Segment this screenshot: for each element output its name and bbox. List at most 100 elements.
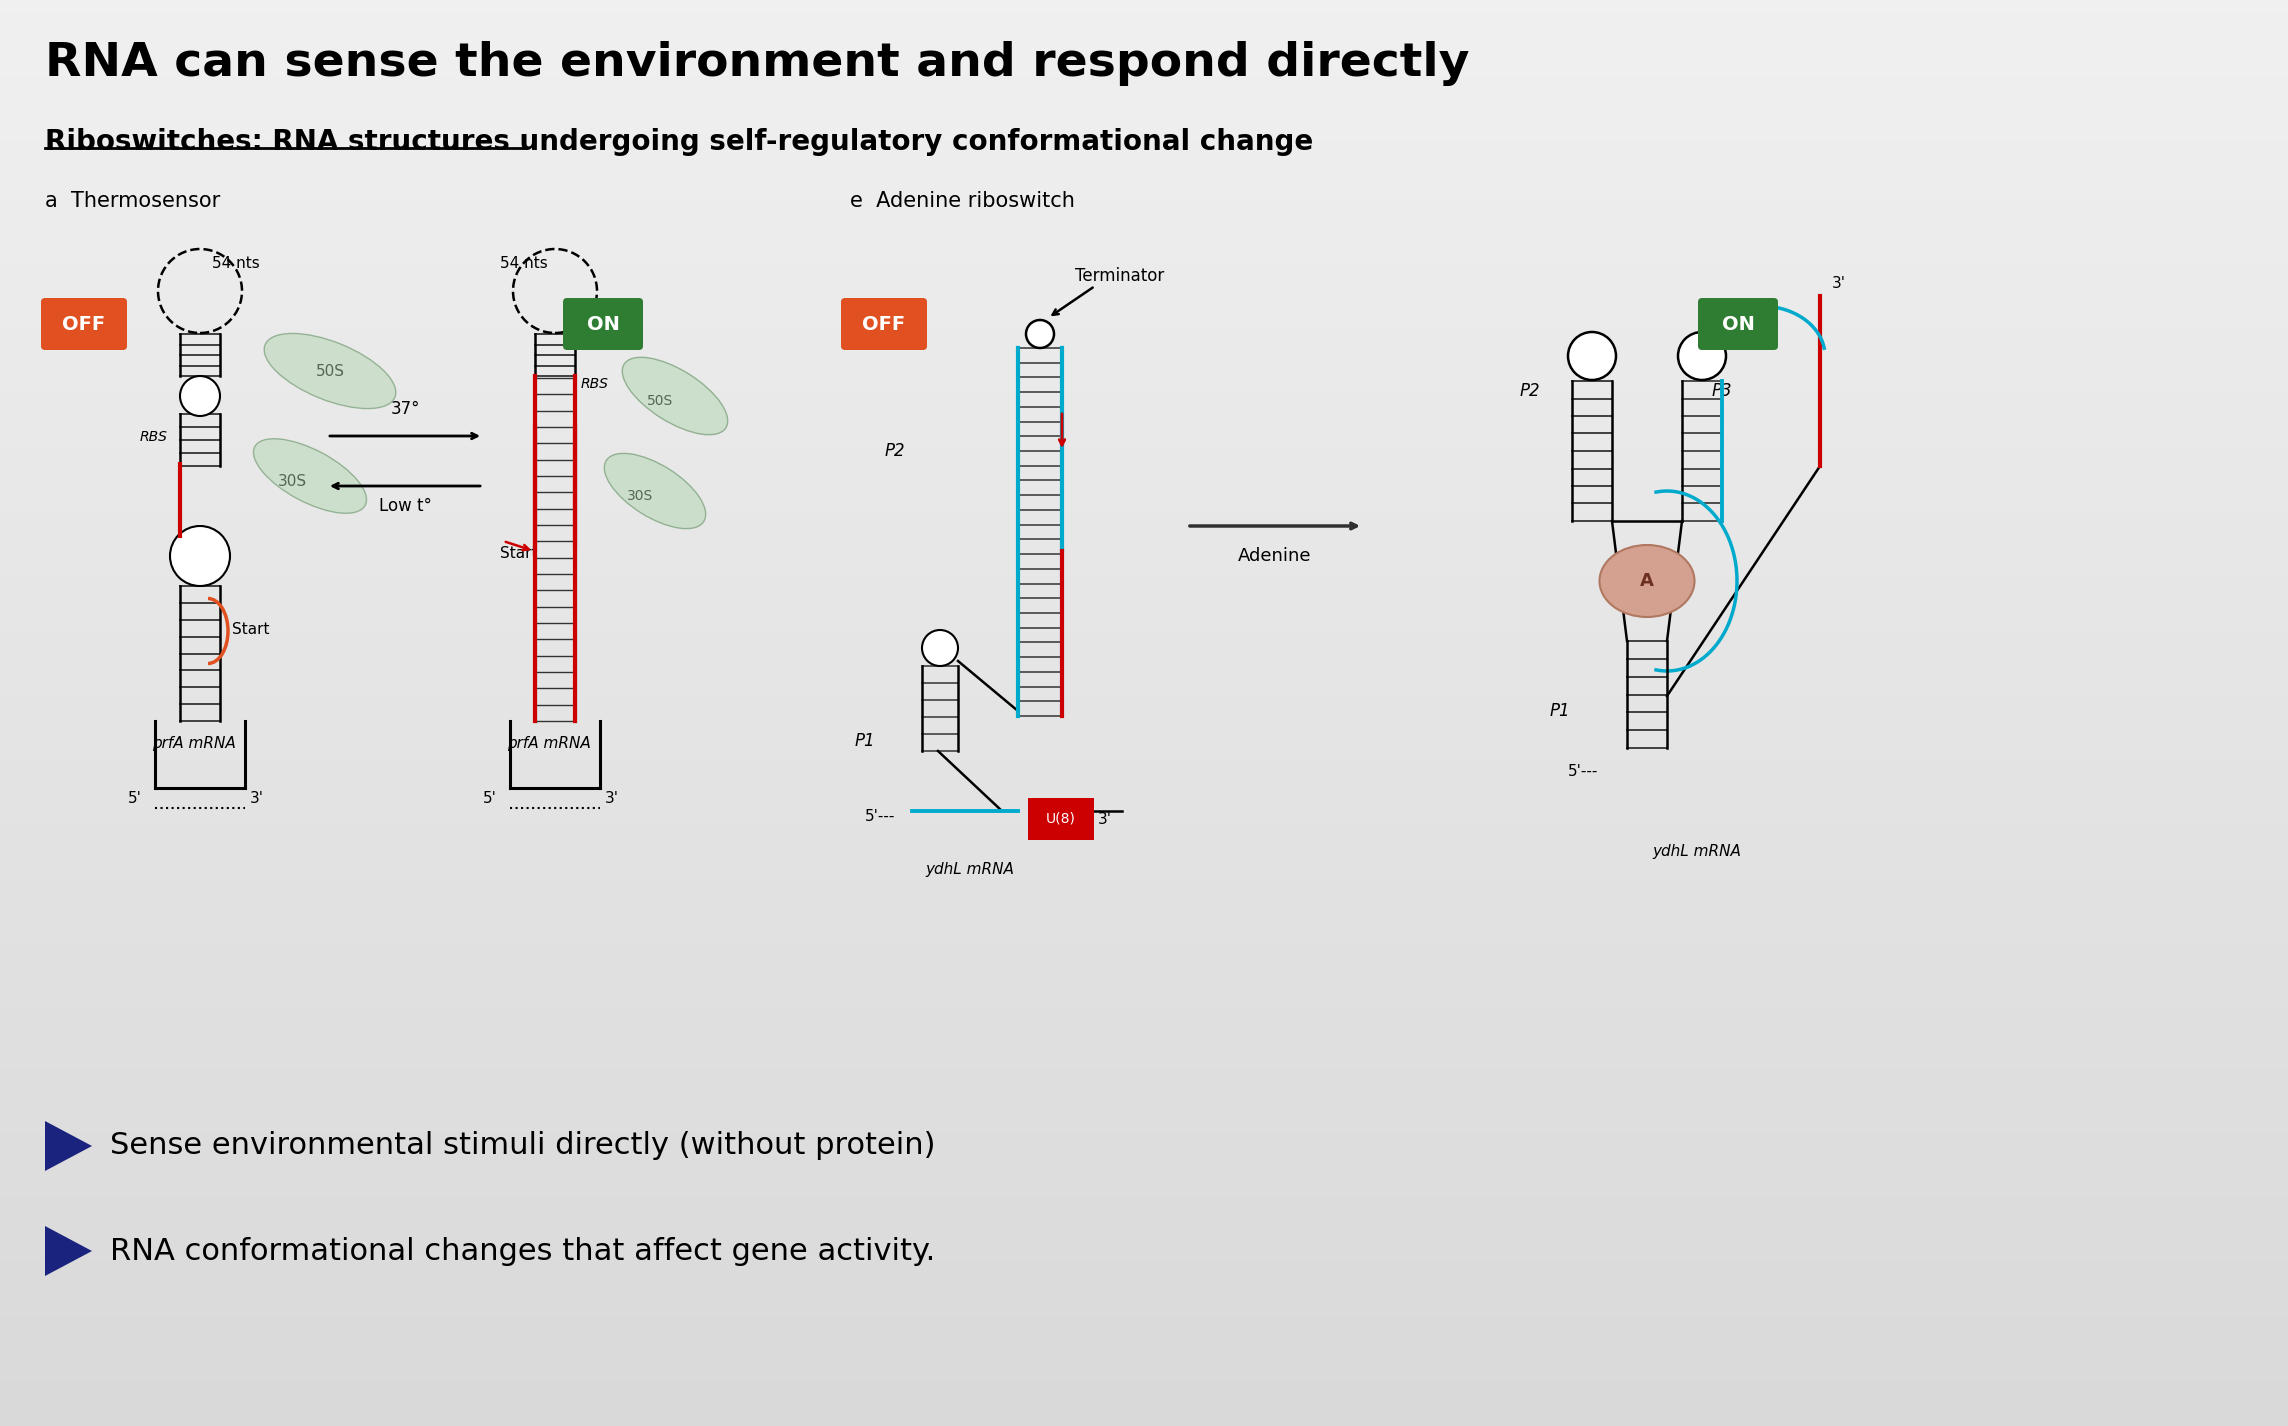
Bar xyxy=(0,1225,2288,1233)
Bar xyxy=(0,305,2288,314)
Bar xyxy=(0,519,2288,528)
Circle shape xyxy=(1567,332,1615,379)
Bar xyxy=(0,1139,2288,1148)
Circle shape xyxy=(1677,332,1725,379)
Bar xyxy=(0,398,2288,406)
Bar xyxy=(0,384,2288,392)
Bar xyxy=(0,27,2288,36)
Bar xyxy=(0,605,2288,613)
Bar xyxy=(0,48,2288,57)
Bar xyxy=(0,84,2288,93)
Bar xyxy=(0,34,2288,43)
Bar xyxy=(0,1410,2288,1419)
Text: Terminator: Terminator xyxy=(1075,267,1165,285)
Bar xyxy=(0,1075,2288,1084)
Ellipse shape xyxy=(604,453,705,529)
Text: 50S: 50S xyxy=(316,364,345,378)
Bar xyxy=(0,369,2288,378)
Bar xyxy=(0,1047,2288,1055)
Bar xyxy=(0,626,2288,635)
Text: RNA conformational changes that affect gene activity.: RNA conformational changes that affect g… xyxy=(110,1236,936,1265)
Bar xyxy=(0,904,2288,913)
Bar xyxy=(0,1004,2288,1012)
Bar xyxy=(0,177,2288,185)
Bar xyxy=(0,205,2288,214)
Bar xyxy=(0,127,2288,135)
Bar xyxy=(0,833,2288,841)
Bar xyxy=(0,341,2288,349)
Text: ON: ON xyxy=(1721,315,1755,334)
Text: U(8): U(8) xyxy=(1732,305,1762,319)
Bar xyxy=(0,1239,2288,1248)
Bar xyxy=(0,334,2288,342)
Bar xyxy=(0,797,2288,806)
Text: 3': 3' xyxy=(1098,811,1112,827)
Text: 3': 3' xyxy=(249,791,263,806)
Polygon shape xyxy=(46,1121,92,1171)
Bar xyxy=(0,120,2288,128)
Bar xyxy=(0,434,2288,442)
Bar xyxy=(0,555,2288,563)
Bar xyxy=(0,1282,2288,1291)
Text: 5': 5' xyxy=(128,791,142,806)
Bar xyxy=(0,155,2288,164)
Bar xyxy=(0,1168,2288,1176)
Text: 3': 3' xyxy=(1833,277,1846,291)
Bar xyxy=(0,697,2288,706)
Bar xyxy=(0,997,2288,1005)
Bar xyxy=(0,426,2288,435)
Bar xyxy=(0,498,2288,506)
Bar xyxy=(0,676,2288,684)
Bar xyxy=(0,277,2288,285)
Bar xyxy=(0,633,2288,642)
Bar xyxy=(0,491,2288,499)
Bar xyxy=(0,262,2288,271)
Bar xyxy=(0,355,2288,364)
Bar xyxy=(0,1147,2288,1155)
Text: Start: Start xyxy=(231,622,270,637)
Bar xyxy=(0,1011,2288,1020)
Text: P1: P1 xyxy=(856,732,876,750)
Bar xyxy=(0,1118,2288,1127)
Bar xyxy=(0,918,2288,927)
Text: 5'---: 5'--- xyxy=(1567,764,1599,779)
Bar xyxy=(0,327,2288,335)
Text: OFF: OFF xyxy=(863,315,906,334)
Text: P3: P3 xyxy=(1711,382,1732,401)
Text: 5'---: 5'--- xyxy=(865,809,895,824)
Bar xyxy=(0,1232,2288,1241)
Bar xyxy=(0,106,2288,114)
Bar xyxy=(0,747,2288,756)
Text: ydhL mRNA: ydhL mRNA xyxy=(1652,844,1741,858)
Bar xyxy=(0,776,2288,784)
Text: A: A xyxy=(1640,572,1654,590)
Bar xyxy=(0,1417,2288,1426)
FancyBboxPatch shape xyxy=(842,298,927,349)
Bar xyxy=(0,712,2288,720)
Bar xyxy=(0,455,2288,463)
Bar xyxy=(0,20,2288,29)
Bar xyxy=(0,947,2288,955)
Bar xyxy=(0,56,2288,64)
Text: 54 nts: 54 nts xyxy=(213,257,261,271)
Text: 3': 3' xyxy=(604,791,620,806)
Bar xyxy=(0,212,2288,221)
Bar xyxy=(0,284,2288,292)
Ellipse shape xyxy=(263,334,396,409)
Bar xyxy=(0,63,2288,71)
Bar xyxy=(0,783,2288,791)
Text: RNA can sense the environment and respond directly: RNA can sense the environment and respon… xyxy=(46,41,1469,86)
Bar xyxy=(0,362,2288,371)
Bar xyxy=(0,954,2288,963)
Circle shape xyxy=(1025,319,1055,348)
Bar xyxy=(0,940,2288,948)
Text: prfA mRNA: prfA mRNA xyxy=(508,736,590,752)
Polygon shape xyxy=(46,1226,92,1276)
Text: 37°: 37° xyxy=(391,401,419,418)
Bar xyxy=(0,1261,2288,1269)
FancyBboxPatch shape xyxy=(41,298,128,349)
Bar xyxy=(0,854,2288,863)
Bar xyxy=(0,1097,2288,1105)
Bar xyxy=(0,719,2288,727)
Bar xyxy=(0,597,2288,606)
